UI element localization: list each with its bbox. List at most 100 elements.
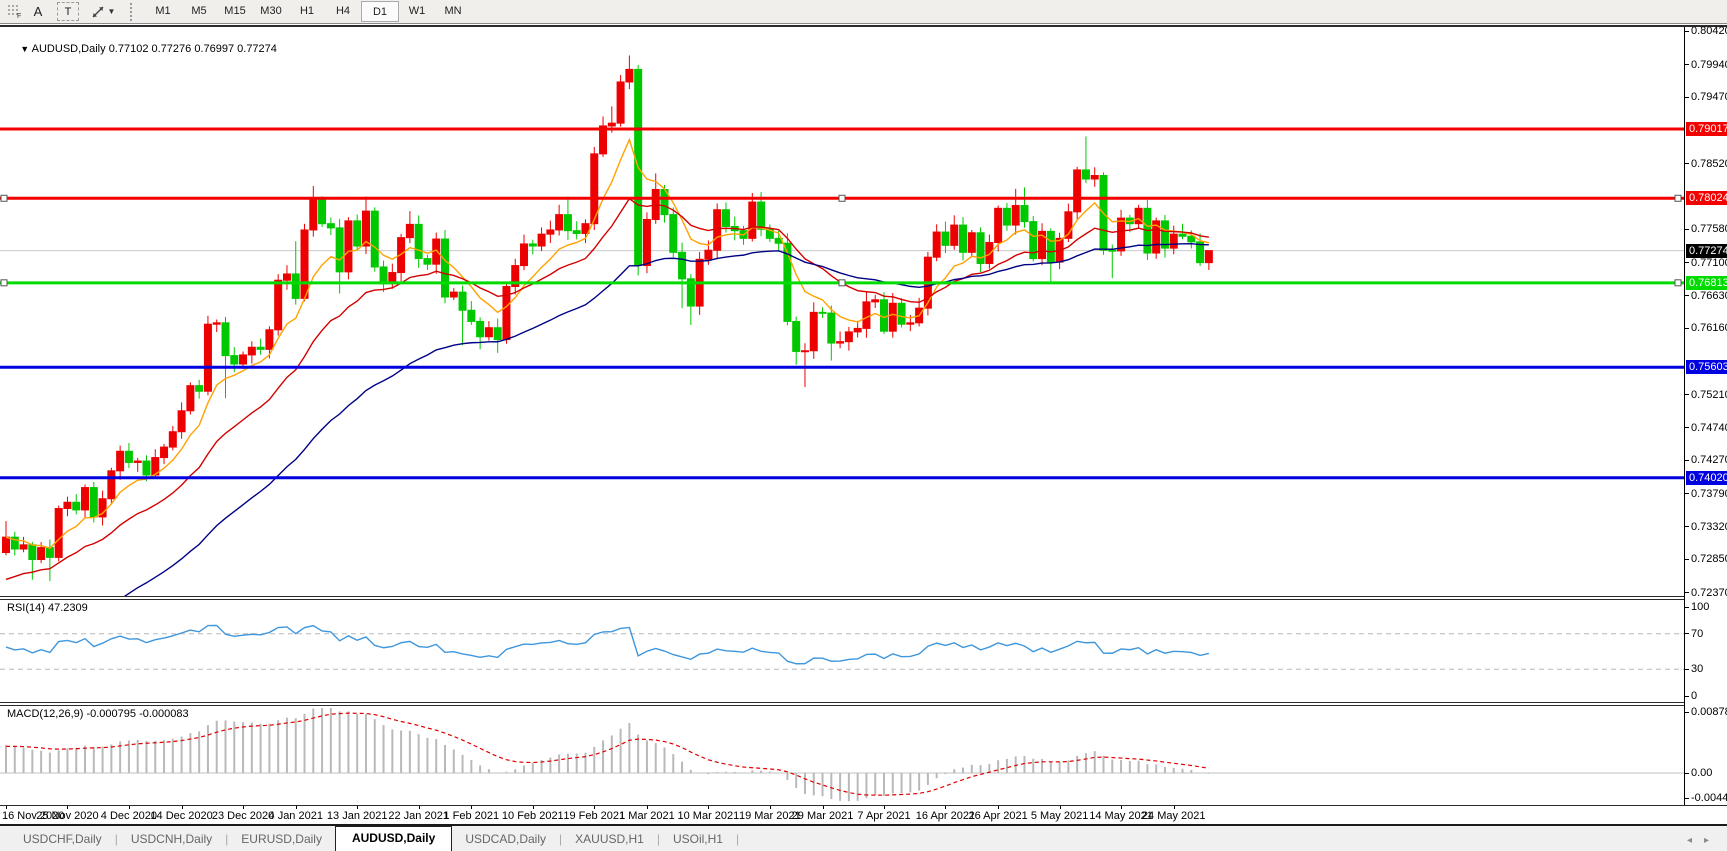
main-chart-plot[interactable] xyxy=(0,27,1684,596)
date-label: 16 Nov 2020 xyxy=(2,810,65,822)
macd-plot[interactable] xyxy=(0,706,1684,805)
price-tick xyxy=(1685,394,1689,396)
price-tick-label: 0.72370 xyxy=(1691,586,1727,599)
date-label: 19 Feb 2021 xyxy=(563,810,626,822)
line-handle xyxy=(838,279,846,287)
macd-tick xyxy=(1685,772,1689,774)
price-tick-label: 0.75210 xyxy=(1691,388,1727,401)
hline-price-badge: 0.74020 xyxy=(1686,470,1727,485)
macd-histogram xyxy=(5,708,1210,802)
rsi-tick xyxy=(1685,606,1689,608)
line-handle xyxy=(0,279,8,287)
price-tick xyxy=(1685,163,1689,165)
date-label: 16 Apr 2021 xyxy=(915,810,976,822)
date-label: 25 Nov 2020 xyxy=(36,810,99,822)
tab-eurusd-daily[interactable]: EURUSD,Daily xyxy=(241,832,322,846)
date-tick xyxy=(6,806,7,809)
price-tick xyxy=(1685,228,1689,230)
rsi-label: RSI(14) 47.2309 xyxy=(7,602,88,614)
tab-usoil-h1[interactable]: USOil,H1 xyxy=(672,832,723,846)
timeframe-button-M1[interactable]: M1 xyxy=(155,4,171,17)
hline-price-badge: 0.78024 xyxy=(1686,191,1727,206)
text-label-tool-button[interactable]: A xyxy=(26,2,50,21)
line-handle xyxy=(0,194,8,202)
tab-xauusd-h1[interactable]: XAUUSD,H1 xyxy=(575,832,644,846)
price-tick-label: 0.76160 xyxy=(1691,322,1727,335)
rsi-tick xyxy=(1685,695,1689,697)
date-tick xyxy=(945,806,947,809)
date-label: 1 Mar 2021 xyxy=(619,810,675,822)
toolbar-border2 xyxy=(0,24,1727,25)
time-axis[interactable] xyxy=(0,806,1727,824)
chart-symbol-period: AUDUSD,Daily xyxy=(31,43,106,55)
timeframe-button-M15[interactable]: M15 xyxy=(224,4,246,17)
price-tick xyxy=(1685,30,1689,32)
timeframe-button-MN[interactable]: MN xyxy=(444,4,462,17)
price-tick-label: 0.73320 xyxy=(1691,520,1727,533)
date-tick xyxy=(471,806,473,809)
date-tick xyxy=(1173,806,1175,809)
toolbar-grip[interactable] xyxy=(130,2,139,21)
tab-usdcad-daily[interactable]: USDCAD,Daily xyxy=(465,832,547,846)
chart-title: ▼ AUDUSD,Daily 0.77102 0.77276 0.76997 0… xyxy=(8,31,277,67)
tab-audusd-daily[interactable]: AUDUSD,Daily xyxy=(334,826,453,851)
toolbar: F A T ▼ M1 M5 M15 M30 H1 H4 D1 W1 MN xyxy=(0,0,1727,23)
panel-separator[interactable] xyxy=(0,705,1727,706)
macd-tick-label: 0.00 xyxy=(1691,767,1713,779)
tab-scroll-left-icon[interactable]: ◂ xyxy=(1686,835,1704,846)
price-tick-label: 0.77580 xyxy=(1691,223,1727,236)
price-tick xyxy=(1685,493,1689,495)
date-label: 14 May 2021 xyxy=(1089,810,1153,822)
date-label: 19 Mar 2021 xyxy=(738,810,801,822)
macd-tick-label: -0.004451 xyxy=(1691,792,1727,804)
macd-tick-label: 0.008782 xyxy=(1691,706,1727,719)
timeframe-button-D1[interactable]: D1 xyxy=(361,1,399,22)
cursor-tool-button[interactable]: ▼ xyxy=(86,2,120,21)
date-tick xyxy=(1121,806,1123,809)
date-label: 22 Jan 2021 xyxy=(388,810,449,822)
date-tick xyxy=(128,806,130,809)
date-label: 7 Apr 2021 xyxy=(857,810,911,822)
price-tick-label: 0.78520 xyxy=(1691,157,1727,170)
timeframe-button-M30[interactable]: M30 xyxy=(260,4,282,17)
grid-f-icon[interactable]: F xyxy=(2,2,26,21)
timeframe-button-W1[interactable]: W1 xyxy=(408,4,426,17)
price-tick xyxy=(1685,526,1689,528)
price-tick xyxy=(1685,427,1689,429)
date-tick xyxy=(822,806,824,809)
hline-price-badge: 0.75603 xyxy=(1686,360,1727,375)
panel-separator[interactable] xyxy=(0,702,1727,703)
cursor-arrows-icon xyxy=(92,6,104,18)
ma-slow-line xyxy=(123,243,1209,596)
tab-scroll-right-icon[interactable]: ▸ xyxy=(1703,835,1721,846)
date-tick xyxy=(357,806,359,809)
text-label-a: A xyxy=(33,4,43,19)
date-tick xyxy=(708,806,710,809)
rsi-tick xyxy=(1685,633,1689,635)
timeframe-button-M5[interactable]: M5 xyxy=(191,4,207,17)
price-tick xyxy=(1685,558,1689,560)
panel-separator[interactable] xyxy=(0,599,1727,600)
tab-usdchf-daily[interactable]: USDCHF,Daily xyxy=(23,832,102,846)
price-tick-label: 0.74740 xyxy=(1691,421,1727,434)
price-axis[interactable] xyxy=(1684,27,1727,805)
date-label: 13 Jan 2021 xyxy=(326,810,388,822)
tab-usdcnh-daily[interactable]: USDCNH,Daily xyxy=(130,832,213,846)
tab-scroll-arrows: ◂▸ xyxy=(1687,835,1721,846)
tab-separator: | xyxy=(559,832,563,846)
chart-top-border xyxy=(0,25,1727,27)
date-tick xyxy=(181,806,183,809)
line-handle xyxy=(838,194,846,202)
timeframe-button-H1[interactable]: H1 xyxy=(299,4,315,17)
rsi-plot[interactable] xyxy=(0,600,1684,702)
panel-separator[interactable] xyxy=(0,596,1727,597)
date-label: 24 May 2021 xyxy=(1141,810,1206,822)
timeframe-button-H4[interactable]: H4 xyxy=(335,4,351,17)
tab-separator: | xyxy=(114,832,118,846)
date-tick xyxy=(243,806,245,809)
text-tool-button[interactable]: T xyxy=(56,2,80,21)
price-tick xyxy=(1685,295,1689,297)
price-tick-label: 0.80420 xyxy=(1691,25,1727,37)
current-price-badge: 0.77274 xyxy=(1686,243,1727,258)
